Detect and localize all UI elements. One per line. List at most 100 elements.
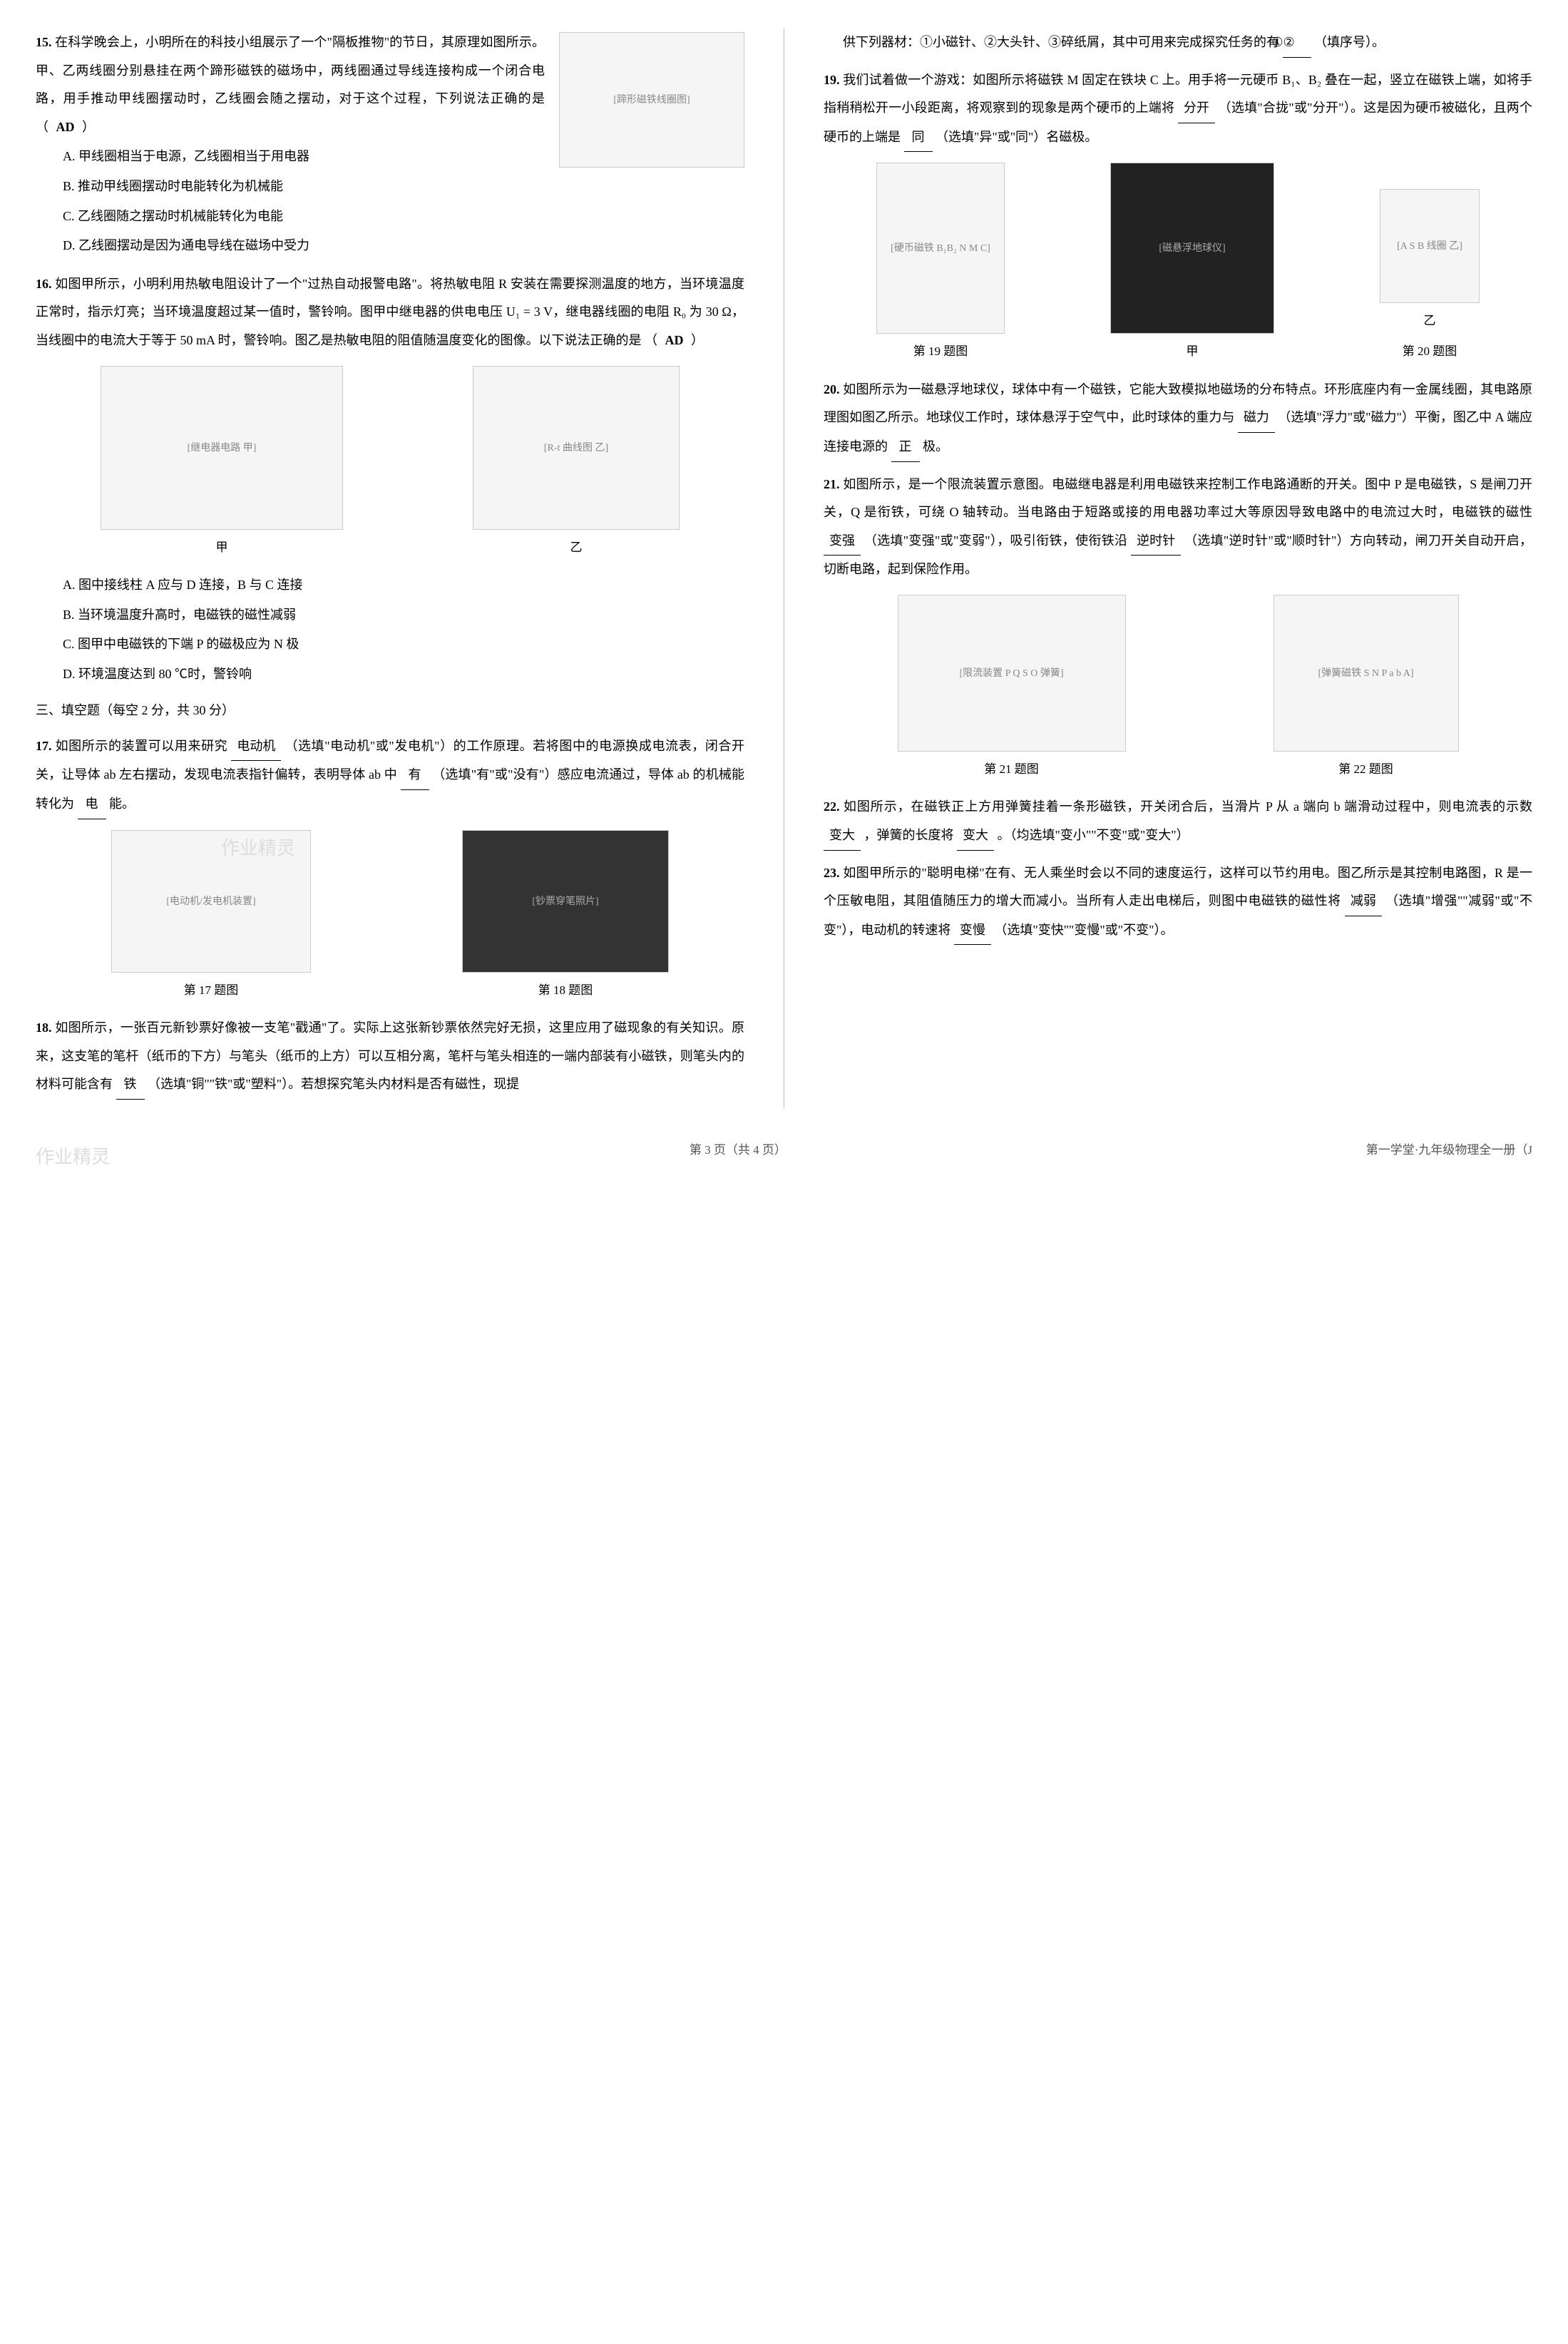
fig17-caption: 第 17 题图 xyxy=(111,977,311,1003)
q18-answer1: 铁 xyxy=(116,1070,145,1100)
q20-text3: 极。 xyxy=(923,439,948,454)
q23-text3: （选填"变快""变慢"或"不变"）。 xyxy=(994,923,1173,937)
q16-opt-d: D. 环境温度达到 80 ℃时，警铃响 xyxy=(63,660,744,689)
q23-number: 23. xyxy=(824,866,840,880)
left-column: [蹄形磁铁线圈图] 15. 在科学晚会上，小明所在的科技小组展示了一个"隔板推物… xyxy=(36,29,744,1108)
question-21: 21. 如图所示，是一个限流装置示意图。电磁继电器是利用电磁铁来控制工作电路通断… xyxy=(824,471,1532,584)
q19-text3: （选填"异"或"同"）名磁极。 xyxy=(936,130,1097,144)
figure-22-img: [弹簧磁铁 S N P a b A] xyxy=(1274,595,1459,752)
fig22-caption: 第 22 题图 xyxy=(1274,756,1459,782)
fig21-caption: 第 21 题图 xyxy=(898,756,1126,782)
q17-answer1: 电动机 xyxy=(231,732,281,762)
q16-number: 16. xyxy=(36,277,52,291)
figure-18-img: [钞票穿笔照片] xyxy=(462,830,669,973)
fig16a-caption: 甲 xyxy=(101,534,343,561)
question-20: 20. 如图所示为一磁悬浮地球仪，球体中有一个磁铁，它能大致模拟地磁场的分布特点… xyxy=(824,376,1532,462)
page-container: [蹄形磁铁线圈图] 15. 在科学晚会上，小明所在的科技小组展示了一个"隔板推物… xyxy=(36,29,1532,1108)
q21-text1: 如图所示，是一个限流装置示意图。电磁继电器是利用电磁铁来控制工作电路通断的开关。… xyxy=(824,477,1532,520)
figure-16a-img: [继电器电路 甲] xyxy=(101,366,343,530)
q15-opt-d-text: 乙线圈摆动是因为通电导线在磁场中受力 xyxy=(78,238,309,252)
q16-opt-d-text: 环境温度达到 80 ℃时，警铃响 xyxy=(78,667,252,681)
watermark-2: 作业精灵 xyxy=(36,1137,110,1177)
fig16b-caption: 乙 xyxy=(473,534,680,561)
figure-18: [钞票穿笔照片] 第 18 题图 xyxy=(462,830,669,1003)
q17-text4: 能。 xyxy=(109,797,135,811)
figure-17-img: [电动机/发电机装置] xyxy=(111,830,311,973)
q17-answer3: 电 xyxy=(78,790,106,819)
q22-text2: ，弹簧的长度将 xyxy=(864,828,954,842)
q16-opt-c: C. 图甲中电磁铁的下端 P 的磁极应为 N 极 xyxy=(63,630,744,659)
q16-figures: [继电器电路 甲] 甲 [R-t 曲线图 乙] 乙 xyxy=(36,366,744,561)
fig20a-sub: 甲 xyxy=(1110,338,1274,364)
q16-opt-b-text: 当环境温度升高时，电磁铁的磁性减弱 xyxy=(78,608,296,622)
q22-text3: 。（均选填"变小""不变"或"变大"） xyxy=(998,828,1189,842)
question-23: 23. 如图甲所示的"聪明电梯"在有、无人乘坐时会以不同的速度运行，这样可以节约… xyxy=(824,859,1532,946)
q18-number: 18. xyxy=(36,1020,52,1035)
q15-opt-a-text: 甲线圈相当于电源，乙线圈相当于用电器 xyxy=(78,149,309,163)
q20-number: 20. xyxy=(824,382,840,396)
q18c-text1: 供下列器材：①小磁针、②大头针、③碎纸屑，其中可用来完成探究任务的有 xyxy=(843,35,1279,49)
q16-text: 如图甲所示，小明利用热敏电阻设计了一个"过热自动报警电路"。将热敏电阻 R 安装… xyxy=(36,277,744,347)
q21-number: 21. xyxy=(824,477,840,491)
q15-text: 在科学晚会上，小明所在的科技小组展示了一个"隔板推物"的节日，其原理如图所示。甲… xyxy=(36,35,545,106)
q21-answer1: 变强 xyxy=(824,527,861,556)
q22-answer1: 变大 xyxy=(824,822,861,851)
q21-answer2: 逆时针 xyxy=(1131,527,1181,556)
q20-answer2: 正 xyxy=(891,433,920,462)
q15-answer: AD xyxy=(52,120,79,134)
footer-center: 第 3 页（共 4 页） xyxy=(690,1137,786,1177)
right-column: 18. 供下列器材：①小磁针、②大头针、③碎纸屑，其中可用来完成探究任务的有 ①… xyxy=(824,29,1532,1108)
q15-opt-c-text: 乙线圈随之摆动时机械能转化为电能 xyxy=(78,209,283,223)
q22-number: 22. xyxy=(824,799,840,814)
figure-21-img: [限流装置 P Q S O 弹簧] xyxy=(898,595,1126,752)
q18-text2: （选填"铜""铁"或"塑料"）。若想探究笔头内材料是否有磁性，现提 xyxy=(148,1077,519,1091)
figure-19: [硬币磁铁 B₁B₂ N M C] 第 19 题图 xyxy=(876,163,1005,364)
q18c-text2: （填序号）。 xyxy=(1314,35,1385,49)
q21-22-figures: [限流装置 P Q S O 弹簧] 第 21 题图 [弹簧磁铁 S N P a … xyxy=(824,595,1532,782)
q17-number: 17. xyxy=(36,739,52,753)
q20-answer1: 磁力 xyxy=(1238,404,1275,433)
figure-20a-img: [磁悬浮地球仪] xyxy=(1110,163,1274,334)
q15-opt-b-text: 推动甲线圈摆动时电能转化为机械能 xyxy=(78,179,283,193)
q19-answer2: 同 xyxy=(904,123,933,153)
figure-17: [电动机/发电机装置] 第 17 题图 xyxy=(111,830,311,1003)
footer-right: 第一学堂·九年级物理全一册（J xyxy=(1366,1137,1532,1177)
q15-opt-b: B. 推动甲线圈摆动时电能转化为机械能 xyxy=(63,173,744,201)
section-3-header: 三、填空题（每空 2 分，共 30 分） xyxy=(36,697,744,725)
question-22: 22. 如图所示，在磁铁正上方用弹簧挂着一条形磁铁，开关闭合后，当滑片 P 从 … xyxy=(824,793,1532,850)
q23-answer2: 变慢 xyxy=(954,916,991,946)
q15-opt-d: D. 乙线圈摆动是因为通电导线在磁场中受力 xyxy=(63,232,744,260)
figure-20a: [磁悬浮地球仪] 甲 xyxy=(1110,163,1274,364)
figure-16b: [R-t 曲线图 乙] 乙 xyxy=(473,366,680,561)
fig18-caption: 第 18 题图 xyxy=(462,977,669,1003)
figure-19-img: [硬币磁铁 B₁B₂ N M C] xyxy=(876,163,1005,334)
figure-16b-img: [R-t 曲线图 乙] xyxy=(473,366,680,530)
q17-answer2: 有 xyxy=(401,761,429,790)
fig19-caption: 第 19 题图 xyxy=(876,338,1005,364)
q16-answer: AD xyxy=(661,333,688,347)
fig20-caption: 第 20 题图 xyxy=(1380,338,1480,364)
q16-opt-a-text: 图中接线柱 A 应与 D 连接，B 与 C 连接 xyxy=(78,578,303,592)
q21-text2: （选填"变强"或"变弱"），吸引衔铁，使衔铁沿 xyxy=(864,533,1128,548)
q18c-answer: ①② xyxy=(1283,29,1311,58)
figure-15: [蹄形磁铁线圈图] xyxy=(559,32,744,168)
figure-16a: [继电器电路 甲] 甲 xyxy=(101,366,343,561)
figure-22: [弹簧磁铁 S N P a b A] 第 22 题图 xyxy=(1274,595,1459,782)
page-footer: 作业精灵 第 3 页（共 4 页） 第一学堂·九年级物理全一册（J xyxy=(36,1137,1532,1177)
question-19: 19. 我们试着做一个游戏：如图所示将磁铁 M 固定在铁块 C 上。用手将一元硬… xyxy=(824,66,1532,153)
figure-20b-img: [A S B 线圈 乙] xyxy=(1380,189,1480,303)
figure-20b: [A S B 线圈 乙] 乙 第 20 题图 xyxy=(1380,189,1480,365)
question-15: [蹄形磁铁线圈图] 15. 在科学晚会上，小明所在的科技小组展示了一个"隔板推物… xyxy=(36,29,744,262)
q16-opt-b: B. 当环境温度升高时，电磁铁的磁性减弱 xyxy=(63,601,744,630)
fig20b-sub: 乙 xyxy=(1380,307,1480,334)
q16-options: A. 图中接线柱 A 应与 D 连接，B 与 C 连接 B. 当环境温度升高时，… xyxy=(36,571,744,688)
question-18-cont: 18. 供下列器材：①小磁针、②大头针、③碎纸屑，其中可用来完成探究任务的有 ①… xyxy=(824,29,1532,58)
q17-text1: 如图所示的装置可以用来研究 xyxy=(56,739,228,753)
figure-15-img: [蹄形磁铁线圈图] xyxy=(559,32,744,168)
q17-18-figures: [电动机/发电机装置] 第 17 题图 [钞票穿笔照片] 第 18 题图 xyxy=(36,830,744,1003)
figure-21: [限流装置 P Q S O 弹簧] 第 21 题图 xyxy=(898,595,1126,782)
q15-opt-c: C. 乙线圈随之摆动时机械能转化为电能 xyxy=(63,203,744,231)
q22-answer2: 变大 xyxy=(957,822,994,851)
question-17: 17. 如图所示的装置可以用来研究 电动机 （选填"电动机"或"发电机"）的工作… xyxy=(36,732,744,819)
q15-number: 15. xyxy=(36,35,52,49)
